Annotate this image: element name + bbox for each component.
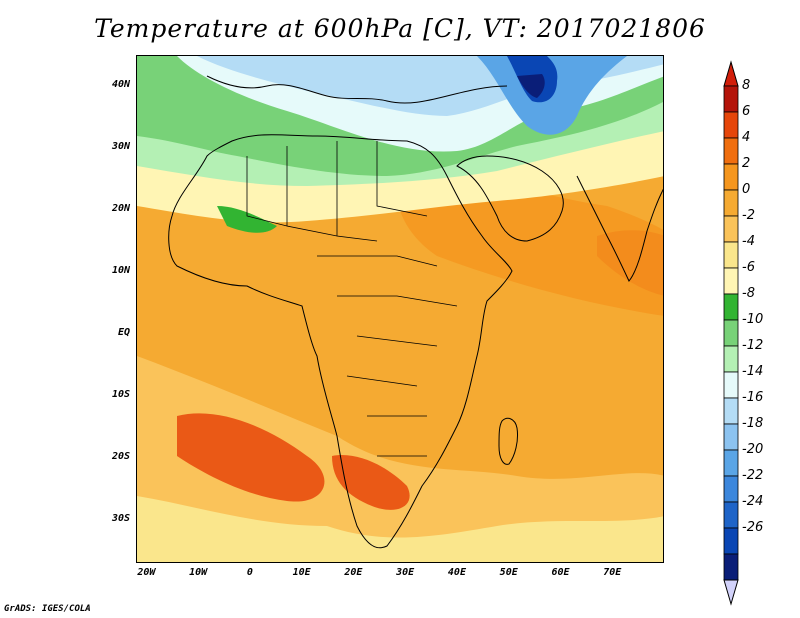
lon-tick-label: 50E [499, 567, 518, 578]
colorbar-level-label: -8 [742, 286, 755, 301]
colorbar-swatch [723, 163, 739, 191]
colorbar-swatch [723, 397, 739, 425]
lat-tick-label: 40N [111, 78, 130, 90]
colorbar-level-label: -4 [742, 234, 755, 249]
colorbar-level-label: -22 [742, 468, 764, 483]
lon-tick-label: 60E [551, 567, 570, 578]
colorbar-level-label: -24 [742, 494, 764, 509]
map-panel [136, 55, 664, 563]
lon-tick-label: 70E [603, 567, 622, 578]
colorbar-level-label: 6 [742, 104, 751, 119]
field-south-yellow [137, 356, 663, 562]
lon-tick-label: 30E [396, 567, 415, 578]
country-borders [246, 141, 458, 457]
colorbar-swatch [723, 319, 739, 347]
colorbar-level-label: -18 [742, 416, 764, 431]
colorbar-swatch [723, 501, 739, 529]
colorbar-swatch [723, 553, 739, 581]
lon-tick-label: 10E [292, 567, 311, 578]
colorbar-level-label: -12 [742, 338, 764, 353]
colorbar-swatch [723, 423, 739, 451]
coastline-europe [206, 75, 508, 104]
coastline-india [576, 175, 663, 282]
field-north-navy [517, 74, 545, 98]
colorbar-level-label: -20 [742, 442, 764, 457]
colorbar-level-label: -16 [742, 390, 764, 405]
field-warm-west-south [177, 413, 325, 502]
colorbar-swatch [723, 111, 739, 139]
colorbar-swatch [723, 137, 739, 165]
colorbar-swatch [723, 371, 739, 399]
colorbar-swatch [723, 475, 739, 503]
lon-tick-label: 20W [137, 567, 156, 578]
colorbar-level-label: -26 [742, 520, 764, 535]
lat-tick-label: 30S [111, 512, 130, 524]
grads-credit: GrADS: IGES/COLA [4, 604, 91, 614]
colorbar-swatch [723, 267, 739, 295]
lat-tick-label: 10S [111, 388, 130, 400]
colorbar-swatch [723, 215, 739, 243]
colorbar-level-label: 0 [742, 182, 751, 197]
colorbar-level-label: -6 [742, 260, 755, 275]
colorbar-top-arrow [723, 60, 739, 87]
lat-tick-label: 10N [111, 264, 130, 276]
colorbar-level-label: 4 [742, 130, 751, 145]
colorbar-level-label: -10 [742, 312, 764, 327]
colorbar-swatch [723, 293, 739, 321]
colorbar-bottom-arrow [723, 579, 739, 606]
colorbar-level-label: 8 [742, 78, 751, 93]
colorbar-swatch [723, 449, 739, 477]
coastline-africa [168, 134, 513, 549]
temperature-map [137, 56, 663, 562]
lon-tick-label: 20E [344, 567, 363, 578]
lat-tick-label: 20S [111, 450, 130, 462]
coastline-madagascar [498, 417, 518, 465]
lon-tick-label: 0 [246, 567, 253, 578]
lon-tick-label: 10W [189, 567, 208, 578]
colorbar-level-label: -2 [742, 208, 755, 223]
field-warm-east [396, 173, 663, 316]
lat-tick-label: 20N [111, 202, 130, 214]
colorbar-level-label: -14 [742, 364, 764, 379]
colorbar-swatch [723, 527, 739, 555]
lat-tick-label: 30N [111, 140, 130, 152]
colorbar-swatch [723, 241, 739, 269]
field-warm-southern-africa [332, 455, 410, 510]
colorbar-swatch [723, 345, 739, 373]
colorbar-level-label: 2 [742, 156, 751, 171]
colorbar-swatch [723, 189, 739, 217]
colorbar-swatch [723, 85, 739, 113]
coastline-arabia [456, 155, 564, 242]
field-north-green [217, 206, 277, 233]
map-title: Temperature at 600hPa [C], VT: 201702180… [94, 14, 706, 43]
lat-tick-label: EQ [117, 326, 130, 338]
field-south-pale [137, 496, 663, 562]
lon-tick-label: 40E [447, 567, 466, 578]
